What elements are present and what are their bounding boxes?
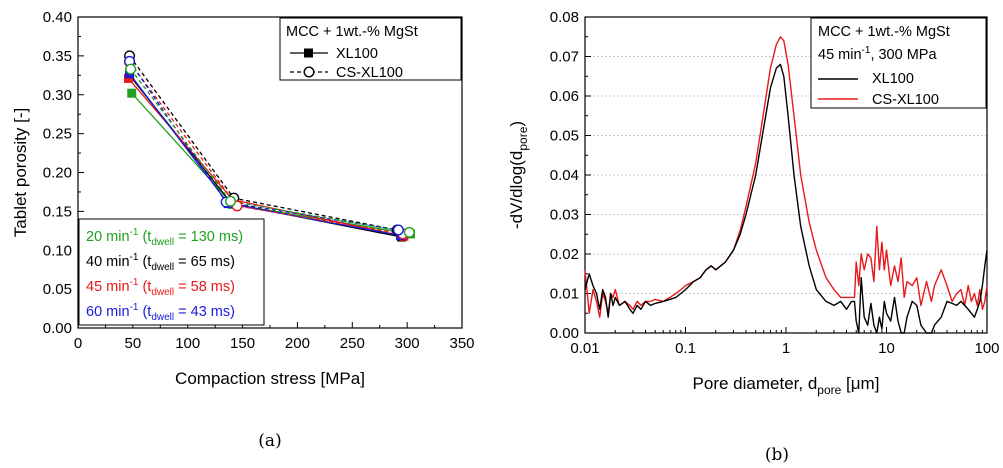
y-tick-label: 0.00 bbox=[550, 325, 579, 342]
speed-legend-entry: 60 min-1 (tdwell = 43 ms) bbox=[86, 302, 235, 323]
legend: MCC + 1wt.-% MgSt 45 min-1, 300 MPa XL10… bbox=[810, 17, 987, 109]
y-tick-label: 0.30 bbox=[43, 87, 72, 104]
x-tick-label: 200 bbox=[285, 335, 310, 352]
series-line bbox=[129, 55, 398, 231]
series-line bbox=[131, 92, 411, 235]
y-tick-label: 0.10 bbox=[43, 242, 72, 259]
y-tick-label: 0.08 bbox=[550, 9, 579, 26]
legend-box bbox=[810, 17, 987, 109]
y-tick-label: 0.40 bbox=[43, 9, 72, 26]
x-tick-label: 50 bbox=[125, 335, 142, 352]
x-tick-label: 250 bbox=[340, 335, 365, 352]
x-axis-label: Pore diameter, dpore [μm] bbox=[693, 374, 880, 397]
y-ticks: 0.00 0.05 0.10 0.15 0.20 0.25 0.30 0.35 0.40 bbox=[43, 9, 84, 337]
data-point bbox=[403, 226, 415, 238]
y-tick-label: 0.00 bbox=[43, 320, 72, 337]
series-line bbox=[129, 61, 403, 235]
porosity-chart: 0 50 100 150 200 250 300 350 0.000.050.100.150.… bbox=[11, 9, 475, 388]
y-tick-label: 0.03 bbox=[550, 207, 579, 224]
y-tick-label: 0.04 bbox=[550, 167, 579, 184]
legend-symbol-xl100 bbox=[290, 48, 328, 58]
legend-marker bbox=[303, 66, 315, 78]
series-line bbox=[584, 36, 988, 318]
speed-legend: 20 min-1 (tdwell = 130 ms) 40 min-1 (tdwe… bbox=[78, 218, 265, 326]
x-ticks: 0.01 0.1 1 10 100 bbox=[570, 327, 1000, 357]
x-tick-label: 300 bbox=[395, 335, 420, 352]
data-point bbox=[127, 88, 137, 98]
y-tick-label: 0.01 bbox=[550, 286, 579, 303]
data-point bbox=[125, 63, 137, 75]
legend-box bbox=[78, 218, 265, 326]
data-point bbox=[123, 73, 133, 83]
y-tick-label: 0.35 bbox=[43, 48, 72, 65]
y-tick-label: 0.07 bbox=[550, 49, 579, 66]
y-axis-label: -dV/dlog(dpore) bbox=[507, 121, 530, 229]
legend-entry-xl100: XL100 bbox=[872, 71, 914, 87]
material-legend: MCC + 1wt.-% MgSt XL100 CS-XL100 bbox=[279, 17, 462, 81]
x-tick-label: 150 bbox=[230, 335, 255, 352]
series-line bbox=[129, 73, 401, 237]
speed-legend-entry: 45 min-1 (tdwell = 58 ms) bbox=[86, 277, 235, 298]
x-ticks: 0 50 100 150 200 250 300 350 bbox=[74, 322, 475, 352]
speed-legend-entry: 20 min-1 (tdwell = 130 ms) bbox=[86, 227, 243, 248]
panel-label-a: (a) bbox=[258, 431, 281, 451]
x-tick-label: 1 bbox=[782, 340, 790, 357]
series-line bbox=[129, 74, 402, 238]
data-point bbox=[392, 224, 404, 236]
y-ticks: 0.00 0.01 0.02 0.03 0.04 0.05 0.06 0.07 0.08 bbox=[550, 9, 591, 342]
y-tick-label: 0.05 bbox=[43, 281, 72, 298]
legend-entry-cs-xl100: CS-XL100 bbox=[336, 65, 403, 81]
x-axis-label: Compaction stress [MPa] bbox=[175, 369, 365, 388]
series-line bbox=[584, 63, 988, 334]
x-tick-label: 0.1 bbox=[675, 340, 696, 357]
x-tick-label: 350 bbox=[449, 335, 474, 352]
legend-entry-cs-xl100: CS-XL100 bbox=[872, 92, 939, 108]
x-tick-label: 100 bbox=[974, 340, 999, 357]
x-tick-label: 0 bbox=[74, 335, 82, 352]
y-tick-label: 0.02 bbox=[550, 246, 579, 263]
panel-label-b: (b) bbox=[765, 445, 789, 465]
legend-rows: 20 min-1 (tdwell = 130 ms) 40 min-1 (tdwe… bbox=[86, 227, 243, 323]
legend-title: MCC + 1wt.-% MgSt bbox=[286, 24, 418, 40]
series-group bbox=[584, 36, 988, 334]
series-line bbox=[127, 77, 404, 237]
series-line bbox=[130, 68, 410, 234]
y-tick-label: 0.20 bbox=[43, 165, 72, 182]
legend-title: MCC + 1wt.-% MgSt bbox=[818, 24, 950, 40]
legend-conditions: 45 min-1, 300 MPa bbox=[818, 45, 937, 63]
y-tick-label: 0.25 bbox=[43, 126, 72, 143]
data-point bbox=[225, 195, 237, 207]
speed-legend-entry: 40 min-1 (tdwell = 65 ms) bbox=[86, 252, 235, 273]
legend-symbol-cs-xl100 bbox=[290, 66, 328, 78]
legend-entry-xl100: XL100 bbox=[336, 46, 378, 62]
y-tick-label: 0.15 bbox=[43, 203, 72, 220]
pore-size-chart: 0.01 0.1 1 10 100 0.000.010.020.030.040.050.… bbox=[507, 9, 1000, 397]
legend-marker bbox=[304, 48, 313, 58]
y-tick-label: 0.05 bbox=[550, 128, 579, 145]
series-line bbox=[129, 60, 399, 231]
y-tick-label: 0.06 bbox=[550, 88, 579, 105]
series-group bbox=[123, 50, 415, 242]
x-tick-label: 0.01 bbox=[570, 340, 599, 357]
x-tick-label: 100 bbox=[175, 335, 200, 352]
y-axis-label: Tablet porosity [-] bbox=[11, 108, 30, 237]
x-tick-label: 10 bbox=[878, 340, 895, 357]
